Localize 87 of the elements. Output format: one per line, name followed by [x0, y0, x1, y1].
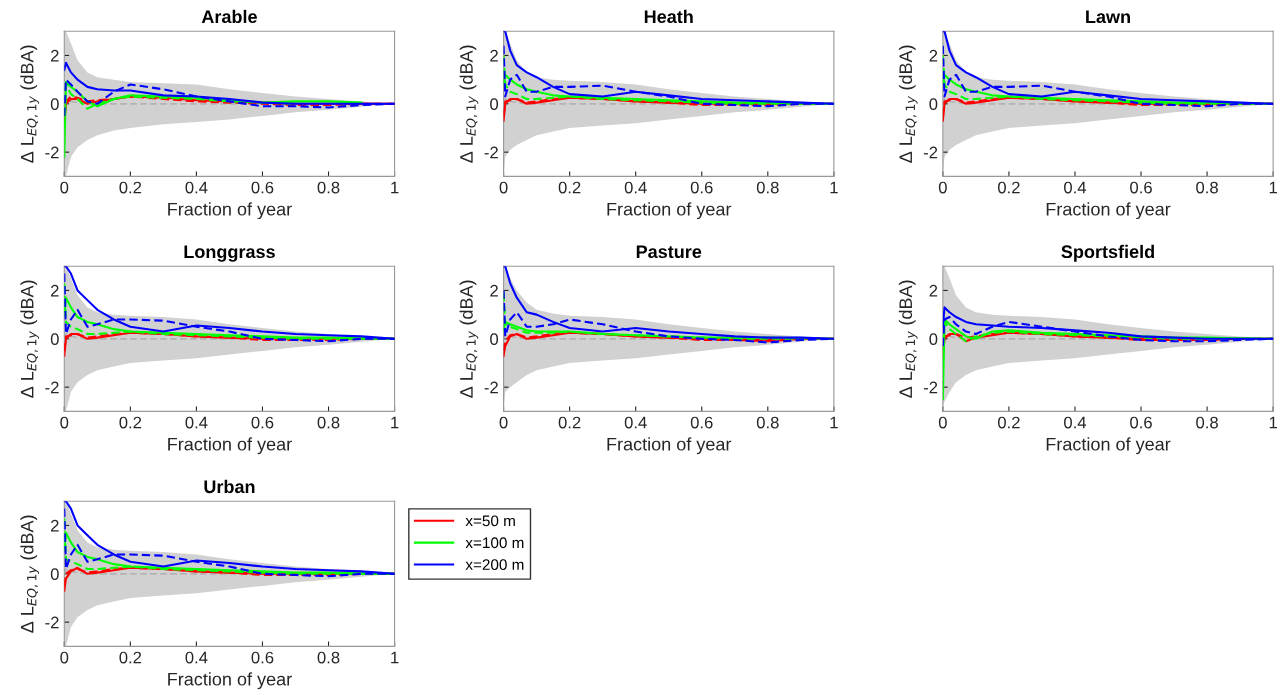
legend-label: x=100 m	[465, 537, 524, 549]
chart-title: Arable	[201, 9, 257, 24]
x-tick-label: 0.4	[1064, 416, 1087, 429]
x-axis-title: Fraction of year	[1046, 437, 1171, 455]
x-axis-title: Fraction of year	[607, 437, 732, 455]
x-tick-label: 0.4	[185, 416, 208, 429]
y-tick-label: -2	[484, 146, 498, 159]
y-tick-label: -2	[923, 146, 938, 159]
x-tick-label: 0.2	[997, 181, 1020, 194]
y-axis-title: Δ L$_{EQ,1y}$ (dBA)	[898, 45, 918, 163]
y-tick-label: -2	[45, 616, 59, 629]
y-axis-title: Δ L$_{EQ,1y}$ (dBA)	[20, 515, 39, 633]
x-tick-label: 0.6	[251, 416, 274, 429]
y-tick-label: 2	[929, 284, 938, 297]
y-axis-title: Δ L$_{EQ,1y}$ (dBA)	[20, 280, 39, 398]
x-tick-label: 0.6	[251, 651, 274, 664]
chart-title: Urban	[204, 479, 255, 494]
x-tick-label: 0.8	[756, 181, 779, 194]
chart-title: Lawn	[1086, 10, 1130, 24]
y-tick-label: -2	[45, 381, 59, 394]
x-tick-label: 0.6	[1130, 416, 1152, 429]
x-tick-label: 0	[60, 416, 69, 429]
x-tick-label: 1	[391, 416, 399, 429]
x-tick-label: 0.8	[1196, 416, 1218, 429]
y-tick-label: -2	[45, 146, 59, 159]
y-tick-label: 0	[490, 98, 499, 111]
x-tick-label: 1	[391, 651, 399, 664]
x-tick-label: 0.4	[185, 651, 208, 664]
x-tick-label: 1	[391, 181, 399, 194]
legend-label: x=200 m	[465, 559, 524, 571]
x-tick-label: 0.6	[690, 181, 713, 194]
x-tick-label: 0.4	[624, 181, 647, 194]
x-tick-label: 0	[499, 416, 508, 429]
x-tick-label: 0.2	[119, 651, 142, 664]
x-tick-label: 0.8	[317, 416, 340, 429]
x-axis-title: Fraction of year	[168, 672, 292, 690]
x-tick-label: 1	[1269, 416, 1277, 429]
x-tick-label: 0.2	[119, 181, 142, 194]
y-tick-label: -2	[923, 381, 938, 394]
x-tick-label: 0.6	[690, 416, 713, 429]
y-tick-label: 2	[51, 519, 59, 532]
x-tick-label: 0.4	[1064, 181, 1087, 194]
y-tick-label: 2	[490, 284, 498, 297]
x-tick-label: 0.4	[624, 416, 647, 429]
chart-title: Heath	[644, 9, 693, 24]
x-tick-label: 0.8	[317, 181, 340, 194]
y-tick-label: -2	[484, 381, 498, 394]
y-tick-label: 2	[490, 49, 498, 62]
x-axis-title: Fraction of year	[1046, 202, 1171, 220]
x-tick-label: 0.6	[251, 181, 274, 194]
x-tick-label: 1	[830, 181, 838, 194]
x-tick-label: 0.8	[756, 416, 779, 429]
y-tick-label: 0	[50, 98, 59, 111]
x-tick-label: 0	[60, 181, 69, 194]
y-tick-label: 0	[490, 333, 499, 346]
y-tick-label: 2	[929, 49, 938, 62]
x-tick-label: 0.2	[997, 416, 1020, 429]
x-tick-label: 0.4	[185, 181, 208, 194]
x-tick-label: 0	[60, 651, 69, 664]
chart-title: Pasture	[636, 245, 702, 259]
y-tick-label: 0	[929, 98, 938, 111]
y-tick-label: 2	[51, 284, 59, 297]
x-tick-label: 0.6	[1130, 181, 1152, 194]
y-axis-title: Δ L$_{EQ,1y}$ (dBA)	[459, 45, 479, 163]
x-tick-label: 0.2	[558, 416, 581, 429]
chart-title: Sportsfield	[1061, 244, 1154, 262]
x-tick-label: 0.2	[558, 181, 581, 194]
x-tick-label: 0	[499, 181, 508, 194]
legend-label: x=50 m	[465, 515, 515, 527]
x-tick-label: 0	[938, 181, 947, 194]
y-tick-label: 0	[929, 333, 938, 346]
x-tick-label: 1	[1269, 181, 1277, 194]
x-axis-title: Fraction of year	[168, 437, 292, 455]
x-tick-label: 0.8	[1196, 181, 1218, 194]
y-axis-title: Δ L$_{EQ,1y}$ (dBA)	[459, 280, 479, 398]
x-tick-label: 0.8	[317, 651, 340, 664]
x-tick-label: 1	[830, 416, 838, 429]
x-axis-title: Fraction of year	[607, 202, 732, 220]
chart-title: Longgrass	[184, 245, 275, 262]
x-axis-title: Fraction of year	[168, 202, 292, 220]
y-tick-label: 0	[50, 568, 59, 581]
y-axis-title: Δ L$_{EQ,1y}$ (dBA)	[898, 280, 918, 398]
y-tick-label: 2	[51, 49, 59, 62]
x-tick-label: 0.2	[119, 416, 142, 429]
y-tick-label: 0	[50, 333, 59, 346]
x-tick-label: 0	[938, 416, 947, 429]
y-axis-title: Δ L$_{EQ,1y}$ (dBA)	[20, 45, 39, 163]
